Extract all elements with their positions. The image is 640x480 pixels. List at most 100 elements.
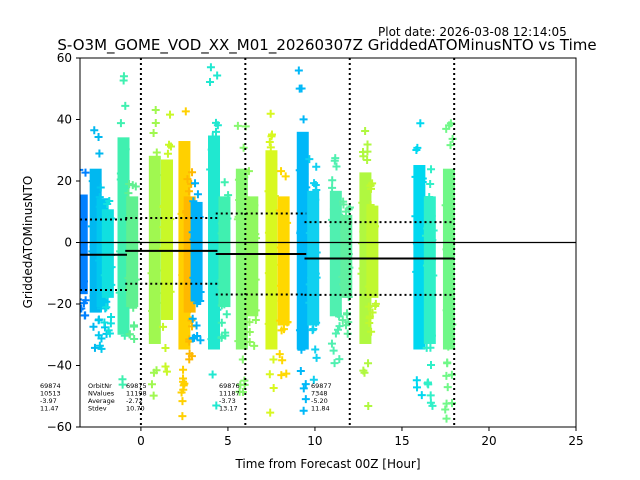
point-band	[413, 165, 426, 350]
data-point	[442, 371, 451, 380]
data-point	[220, 300, 229, 309]
data-point	[311, 345, 320, 354]
data-point	[221, 228, 230, 237]
data-point	[80, 277, 88, 286]
data-point	[269, 383, 278, 392]
stats-value: 69875	[126, 382, 147, 390]
data-point	[305, 298, 314, 307]
data-point	[267, 132, 276, 141]
data-point	[88, 177, 97, 186]
data-point	[443, 359, 452, 368]
data-point	[358, 198, 367, 207]
y-tick-label: 0	[64, 236, 72, 250]
data-point	[178, 412, 187, 421]
data-point	[277, 296, 286, 305]
data-point	[126, 282, 135, 291]
data-point	[441, 201, 450, 210]
data-point	[417, 391, 426, 400]
data-point	[424, 380, 433, 389]
data-point	[294, 66, 303, 75]
data-point	[125, 330, 134, 339]
data-point	[245, 277, 254, 286]
data-point	[265, 137, 274, 146]
data-point	[121, 145, 130, 154]
data-point	[187, 352, 196, 361]
data-point	[300, 170, 309, 179]
data-point	[127, 198, 136, 207]
data-point	[338, 280, 347, 289]
data-point	[264, 269, 273, 278]
data-point	[300, 243, 309, 252]
data-point	[208, 176, 217, 185]
data-point	[104, 224, 113, 233]
data-point	[196, 288, 205, 297]
data-point	[119, 76, 128, 85]
data-point	[269, 160, 278, 169]
data-point	[300, 159, 309, 168]
data-point	[368, 308, 377, 317]
data-point	[116, 169, 125, 178]
data-point	[341, 321, 350, 330]
data-point	[364, 401, 373, 410]
data-point	[423, 224, 432, 233]
data-point	[149, 302, 158, 311]
data-point	[252, 234, 261, 243]
stats-value: 11.84	[311, 405, 330, 413]
data-point	[442, 399, 451, 408]
data-point	[363, 140, 372, 149]
data-point	[366, 230, 375, 239]
point-band	[80, 194, 88, 295]
data-point	[80, 213, 84, 222]
data-point	[429, 226, 438, 235]
data-point	[329, 346, 338, 355]
data-point	[192, 321, 201, 330]
data-point	[333, 309, 342, 318]
data-point	[297, 345, 306, 354]
data-point	[211, 293, 220, 302]
data-point	[184, 187, 193, 196]
data-point	[269, 355, 278, 364]
data-point	[429, 271, 438, 280]
data-point	[94, 316, 103, 325]
data-point	[81, 168, 90, 177]
data-point	[247, 259, 256, 268]
data-point	[220, 271, 229, 280]
data-point	[211, 118, 220, 127]
data-point	[190, 250, 199, 259]
stats-value: 13.17	[219, 405, 238, 413]
stats-value: 10513	[40, 390, 61, 398]
data-point	[97, 334, 106, 343]
data-point	[329, 221, 338, 230]
data-point	[121, 315, 130, 324]
stats-value: 10.70	[126, 405, 145, 413]
data-point	[305, 228, 314, 237]
data-point	[342, 218, 351, 227]
stats-label: Stdev	[88, 405, 107, 413]
data-point	[208, 132, 217, 141]
data-point	[312, 248, 321, 257]
data-point	[283, 317, 292, 326]
data-point	[161, 344, 170, 353]
data-point	[365, 319, 374, 328]
data-point	[164, 210, 173, 219]
data-point	[281, 274, 290, 283]
data-point	[444, 342, 453, 351]
data-point	[361, 127, 370, 136]
data-point	[413, 143, 422, 152]
data-point	[266, 151, 275, 160]
data-point	[338, 272, 347, 281]
data-point	[283, 218, 292, 227]
data-point	[102, 303, 111, 312]
data-point	[302, 183, 311, 192]
data-point	[426, 343, 435, 352]
data-point	[151, 233, 160, 242]
data-point	[421, 231, 430, 240]
x-tick-label: 0	[137, 434, 145, 448]
data-point	[251, 306, 260, 315]
data-point	[345, 263, 354, 272]
data-point	[236, 180, 245, 189]
data-point	[234, 175, 243, 184]
data-point	[80, 165, 84, 174]
data-point	[328, 183, 337, 192]
